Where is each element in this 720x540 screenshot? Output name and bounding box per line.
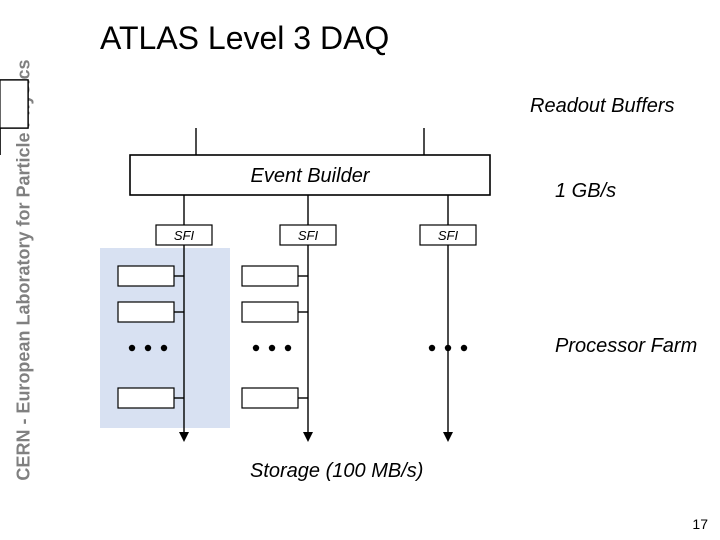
svg-text:Event Builder: Event Builder: [251, 165, 371, 187]
diagram-svg: Event Builder SFI SFI SFI: [0, 0, 720, 540]
svg-text:SFI: SFI: [174, 228, 195, 243]
page-number: 17: [692, 516, 708, 532]
svg-text:SFI: SFI: [438, 228, 459, 243]
svg-text:SFI: SFI: [298, 228, 319, 243]
